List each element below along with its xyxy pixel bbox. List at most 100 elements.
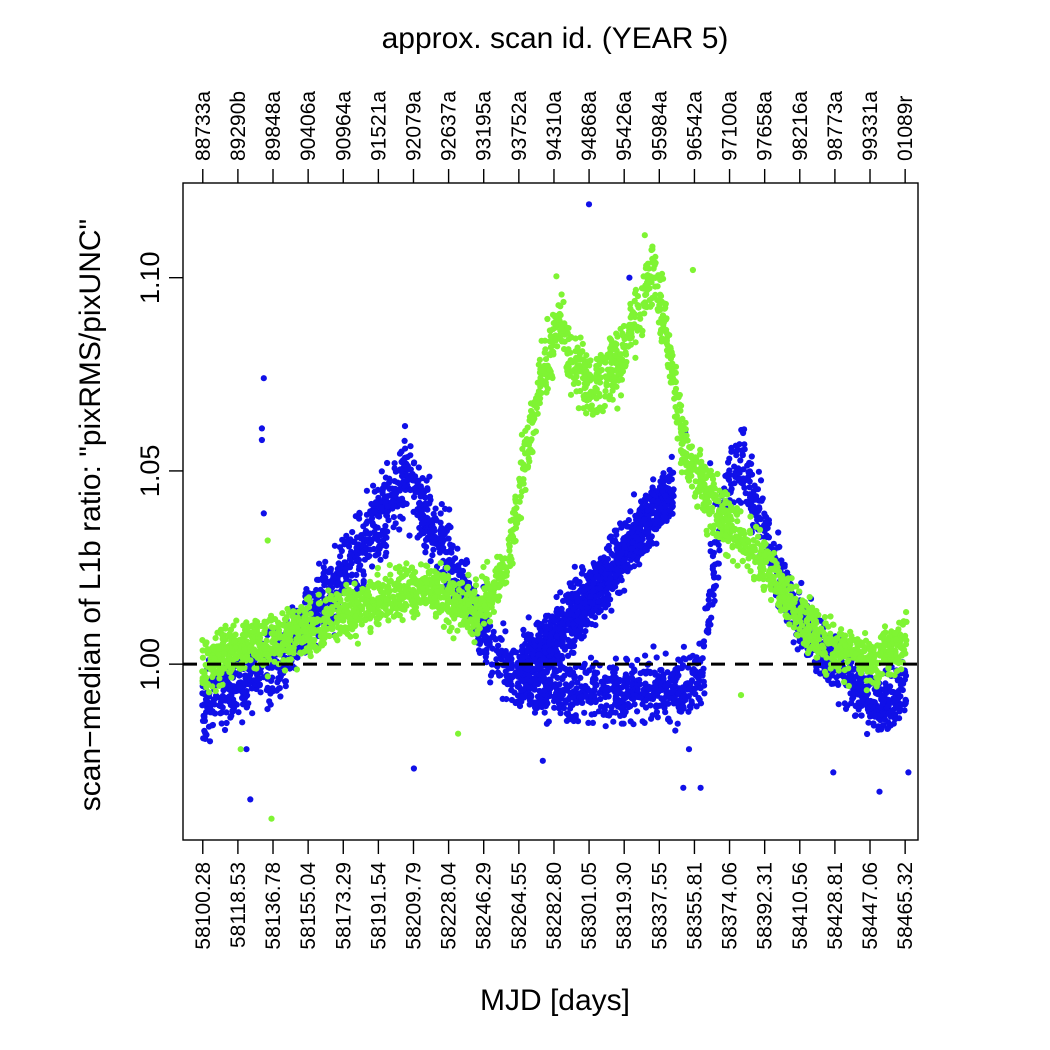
data-point	[487, 679, 494, 686]
data-point	[319, 575, 326, 582]
scatter-points	[199, 201, 912, 822]
data-point	[674, 435, 681, 442]
data-point	[371, 529, 378, 536]
data-point	[571, 637, 578, 644]
data-point	[597, 695, 604, 703]
data-point	[511, 689, 518, 696]
data-point	[865, 719, 872, 726]
data-point	[216, 675, 223, 682]
data-point	[845, 673, 853, 680]
data-point	[827, 630, 834, 637]
data-point	[421, 542, 428, 549]
data-point	[757, 477, 765, 484]
data-point	[613, 566, 621, 573]
data-point	[592, 622, 599, 629]
data-point	[199, 702, 206, 709]
data-point	[716, 547, 723, 554]
data-point	[391, 478, 398, 485]
data-point	[591, 614, 599, 621]
data-point	[675, 690, 682, 697]
data-point	[620, 536, 627, 543]
data-point	[632, 520, 640, 527]
data-point	[536, 356, 544, 363]
data-point	[506, 541, 513, 548]
data-point	[518, 647, 525, 654]
data-point	[729, 544, 736, 551]
data-point	[668, 453, 675, 460]
data-point	[337, 553, 344, 560]
data-point	[654, 517, 661, 525]
data-point	[589, 719, 597, 727]
outlier-point	[830, 769, 837, 776]
data-point	[750, 503, 757, 510]
data-point	[230, 699, 237, 706]
data-point	[618, 521, 625, 529]
data-point	[642, 545, 649, 553]
data-point	[544, 385, 551, 392]
data-point	[508, 696, 515, 704]
data-point	[353, 558, 361, 565]
data-point	[606, 664, 614, 671]
data-point	[850, 680, 857, 687]
data-point	[582, 693, 589, 700]
data-point	[347, 536, 354, 543]
data-point	[618, 720, 625, 727]
data-point	[427, 558, 434, 565]
data-point	[902, 672, 910, 679]
data-point	[569, 621, 577, 628]
outlier-point	[247, 796, 254, 803]
data-point	[642, 497, 649, 504]
data-point	[343, 581, 350, 588]
data-point	[613, 680, 621, 687]
data-point	[589, 600, 596, 607]
data-point	[267, 701, 274, 708]
data-point	[359, 535, 366, 543]
data-point	[354, 640, 361, 647]
data-point	[540, 669, 547, 676]
data-point	[591, 686, 598, 694]
data-point	[623, 684, 630, 691]
data-point	[488, 661, 495, 668]
data-point	[330, 573, 337, 580]
data-point	[554, 640, 561, 647]
data-point	[566, 580, 573, 587]
outlier-point	[626, 274, 633, 281]
data-point	[383, 512, 390, 519]
data-point	[686, 686, 693, 693]
data-point	[746, 484, 753, 491]
data-point	[378, 508, 385, 515]
data-point	[592, 561, 599, 568]
data-point	[707, 548, 714, 555]
data-point	[249, 710, 256, 717]
data-point	[484, 558, 491, 565]
data-point	[658, 686, 665, 694]
data-point	[660, 675, 667, 683]
data-point	[335, 560, 342, 567]
data-point	[705, 591, 713, 599]
data-point	[581, 609, 588, 616]
data-point	[885, 696, 892, 704]
data-point	[427, 496, 434, 504]
data-point	[678, 708, 685, 715]
data-point	[583, 410, 590, 417]
data-point	[447, 541, 454, 548]
data-point	[653, 708, 661, 716]
data-point	[322, 625, 329, 632]
data-point	[745, 473, 752, 480]
data-point	[666, 689, 673, 696]
data-point	[423, 477, 430, 484]
data-point	[688, 698, 695, 705]
data-point	[294, 654, 301, 661]
data-point	[612, 655, 620, 662]
data-point	[898, 685, 905, 693]
data-point	[756, 504, 763, 511]
data-point	[424, 485, 431, 492]
data-point	[711, 597, 718, 605]
data-point	[740, 475, 747, 482]
data-point	[322, 558, 329, 565]
data-point	[602, 571, 609, 578]
data-point	[390, 514, 397, 521]
data-point	[567, 671, 574, 678]
data-point	[274, 679, 281, 686]
